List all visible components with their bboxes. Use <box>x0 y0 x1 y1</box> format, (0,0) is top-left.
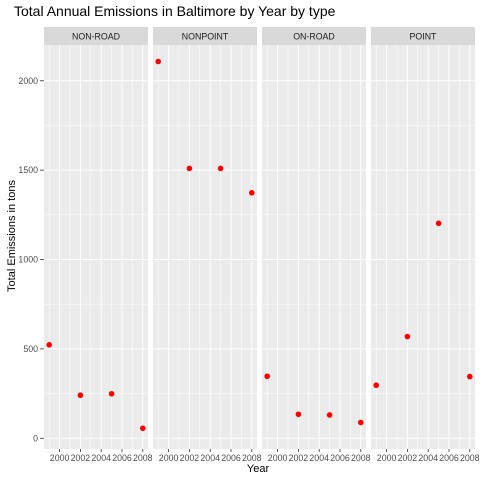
data-point <box>358 419 364 426</box>
x-tick-label: 2008 <box>460 453 480 463</box>
data-point <box>186 165 193 172</box>
x-tick-label: 2004 <box>200 453 220 463</box>
y-axis: 0 500 1000 1500 2000 <box>18 76 44 443</box>
x-tick-label: 2006 <box>221 453 241 463</box>
facet-panel-non-road: NON-ROAD 2000 2002 2004 2006 2008 <box>44 27 153 463</box>
x-tick-label: 2004 <box>309 453 329 463</box>
data-point <box>404 333 411 340</box>
x-axis-title: Year <box>247 463 270 475</box>
panel-background <box>44 45 148 449</box>
x-tick-label: 2008 <box>133 453 153 463</box>
x-tick-label: 2008 <box>242 453 262 463</box>
x-tick-label: 2006 <box>112 453 132 463</box>
x-tick-label: 2006 <box>330 453 350 463</box>
panel-background <box>262 45 366 449</box>
data-point <box>155 58 161 65</box>
data-point <box>108 390 115 397</box>
x-tick-label: 2004 <box>91 453 111 463</box>
x-tick-label: 2002 <box>71 453 91 463</box>
data-point <box>140 425 146 432</box>
facet-panel-on-road: ON-ROAD 2000 2002 2004 2006 2008 <box>262 27 371 463</box>
x-tick-label: 2006 <box>439 453 459 463</box>
chart-title: Total Annual Emissions in Baltimore by Y… <box>14 3 336 19</box>
x-tick-label: 2002 <box>289 453 309 463</box>
data-point <box>467 373 473 380</box>
facet-strip-label: POINT <box>410 32 438 42</box>
y-tick-label: 2000 <box>18 76 38 86</box>
y-tick-label: 0 <box>33 433 38 443</box>
x-tick-label: 2002 <box>398 453 418 463</box>
facet-panel-point: POINT 2000 2002 2004 2006 2008 <box>371 27 480 463</box>
data-point <box>77 392 84 399</box>
data-point <box>295 411 302 418</box>
facet-strip-label: NONPOINT <box>182 32 229 42</box>
y-axis-title: Total Emissions in tons <box>6 180 18 292</box>
facet-panel-nonpoint: NONPOINT 2000 2002 2004 2006 2008 <box>153 27 262 463</box>
facet-strip-label: NON-ROAD <box>72 32 120 42</box>
data-point <box>435 220 442 227</box>
facet-strip-label: ON-ROAD <box>293 32 335 42</box>
data-point <box>217 165 224 172</box>
panel-background <box>153 45 257 449</box>
y-tick-label: 1500 <box>18 165 38 175</box>
panel-background <box>371 45 475 449</box>
x-tick-label: 2000 <box>377 453 397 463</box>
data-point <box>373 382 380 389</box>
y-tick-label: 1000 <box>18 255 38 265</box>
x-tick-label: 2000 <box>159 453 179 463</box>
x-tick-label: 2008 <box>351 453 371 463</box>
x-tick-label: 2000 <box>268 453 288 463</box>
x-tick-label: 2000 <box>50 453 70 463</box>
facet-strip <box>371 27 475 45</box>
data-point <box>46 341 52 348</box>
data-point <box>264 373 271 380</box>
facet-strip <box>44 27 148 45</box>
x-tick-label: 2002 <box>180 453 200 463</box>
y-tick-label: 500 <box>23 344 38 354</box>
data-point <box>249 189 255 196</box>
facet-strip <box>153 27 257 45</box>
data-point <box>326 412 333 418</box>
facet-strip <box>262 27 366 45</box>
x-tick-label: 2004 <box>418 453 438 463</box>
